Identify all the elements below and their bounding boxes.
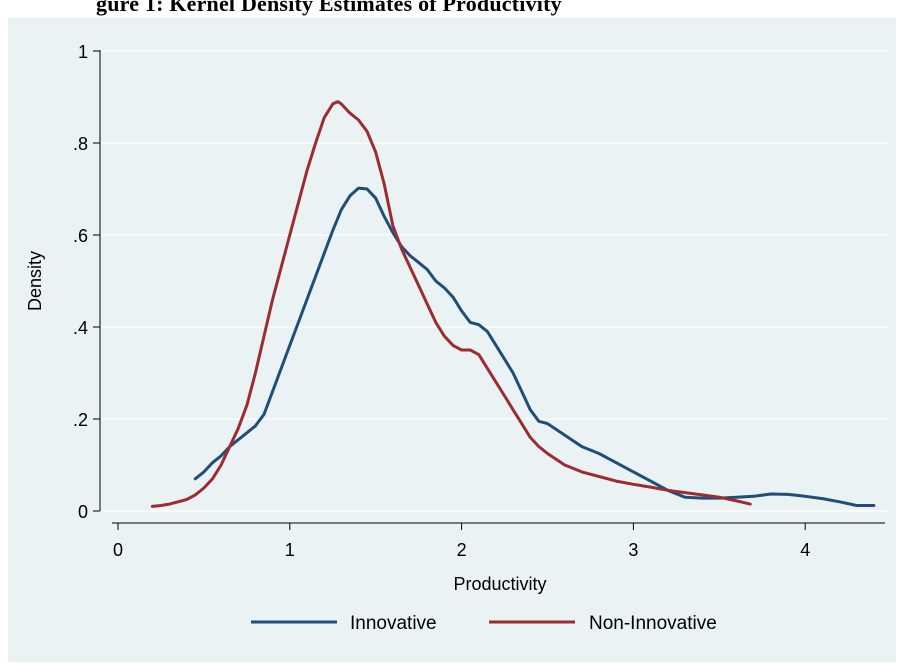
legend-label-innovative: Innovative [350, 613, 437, 634]
gridlines [100, 50, 890, 512]
legend: Innovative Non-Innovative [251, 613, 717, 634]
y-tick-label: .8 [73, 134, 88, 154]
axes [99, 50, 885, 524]
x-tick-label: 3 [628, 540, 638, 560]
series [150, 100, 876, 508]
y-tick-label: .4 [73, 318, 88, 338]
series-line-non-innovative [150, 100, 752, 508]
y-tick-label: .2 [73, 410, 88, 430]
y-tick-label: .6 [73, 226, 88, 246]
x-tick-label: 1 [285, 540, 295, 560]
x-axis-title: Productivity [453, 574, 546, 594]
ticks: 0 .2 .4 .6 .8 1 0 1 2 3 4 [73, 42, 810, 560]
y-axis-title: Density [25, 251, 45, 311]
legend-label-non-innovative: Non-Innovative [589, 613, 717, 634]
chart-title: gure 1: Kernel Density Estimates of Prod… [96, 0, 562, 16]
y-tick-label: 0 [78, 502, 88, 522]
title-strip: gure 1: Kernel Density Estimates of Prod… [0, 0, 904, 18]
x-tick-label: 0 [113, 540, 123, 560]
series-line-innovative [193, 186, 876, 507]
chart-panel [8, 18, 896, 662]
x-tick-label: 4 [800, 540, 810, 560]
y-tick-label: 1 [78, 42, 88, 62]
x-tick-label: 2 [457, 540, 467, 560]
